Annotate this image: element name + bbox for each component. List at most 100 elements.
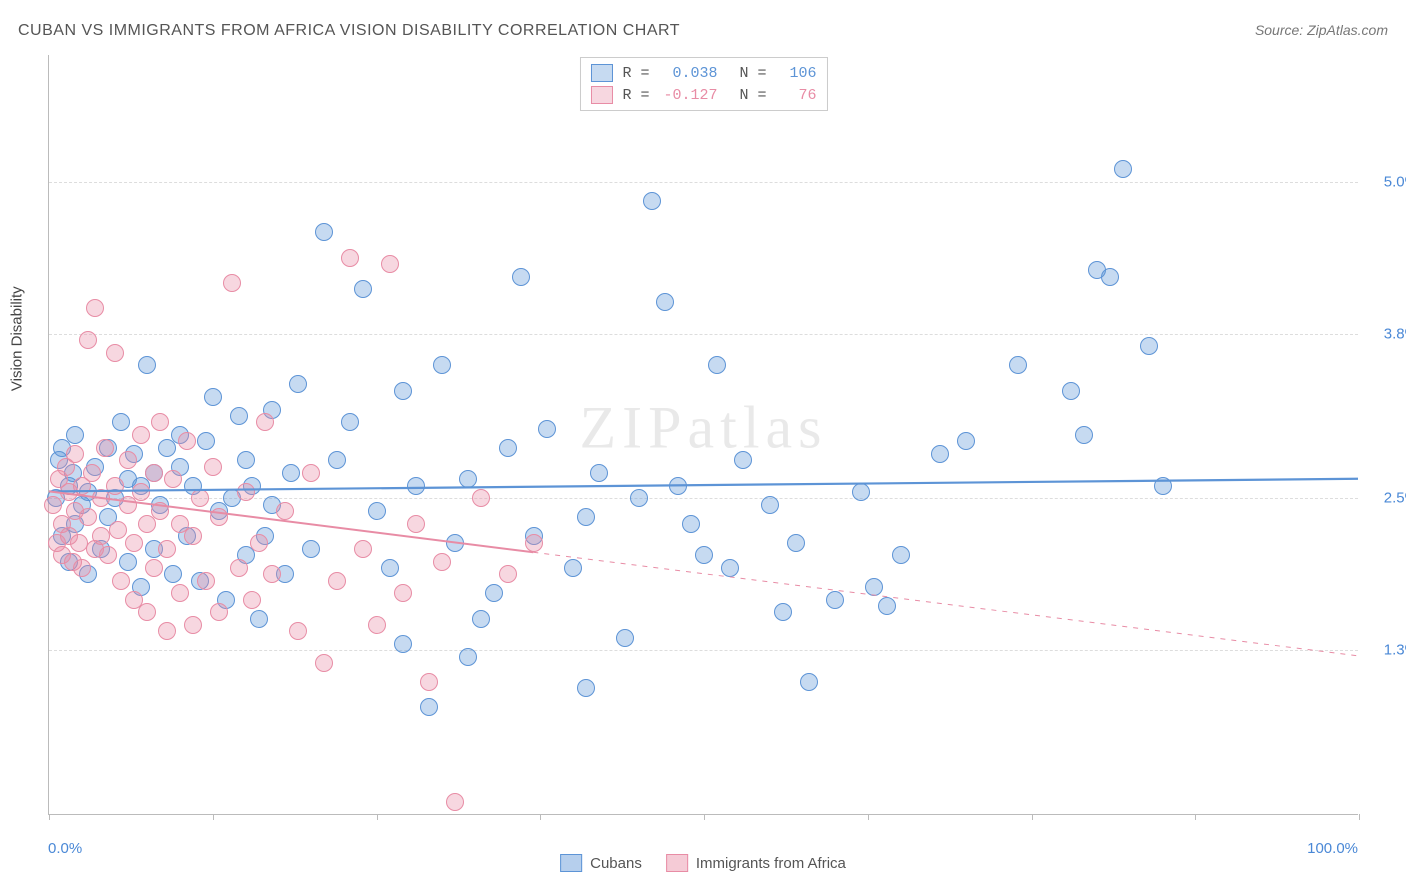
- legend-swatch: [560, 854, 582, 872]
- legend-r-value: -0.127: [660, 87, 718, 104]
- legend-swatch: [666, 854, 688, 872]
- y-tick-label: 5.0%: [1368, 173, 1406, 190]
- data-point: [459, 648, 477, 666]
- gridline: [49, 650, 1358, 651]
- legend-r-label: R =: [622, 65, 649, 82]
- trend-lines: [49, 55, 1358, 814]
- data-point: [590, 464, 608, 482]
- data-point: [230, 559, 248, 577]
- data-point: [354, 540, 372, 558]
- data-point: [433, 553, 451, 571]
- data-point: [73, 559, 91, 577]
- data-point: [66, 426, 84, 444]
- data-point: [708, 356, 726, 374]
- data-point: [420, 698, 438, 716]
- data-point: [433, 356, 451, 374]
- data-point: [151, 413, 169, 431]
- x-tick-mark: [1195, 814, 1196, 820]
- data-point: [1075, 426, 1093, 444]
- data-point: [99, 546, 117, 564]
- legend-n-value: 106: [777, 65, 817, 82]
- data-point: [230, 407, 248, 425]
- data-point: [328, 572, 346, 590]
- data-point: [1114, 160, 1132, 178]
- x-tick-mark: [1359, 814, 1360, 820]
- legend-swatch: [590, 86, 612, 104]
- legend-swatch: [590, 64, 612, 82]
- data-point: [79, 508, 97, 526]
- data-point: [538, 420, 556, 438]
- data-point: [289, 375, 307, 393]
- legend-series-label: Cubans: [590, 855, 642, 872]
- data-point: [282, 464, 300, 482]
- x-tick-mark: [377, 814, 378, 820]
- data-point: [109, 521, 127, 539]
- data-point: [577, 679, 595, 697]
- data-point: [420, 673, 438, 691]
- data-point: [1101, 268, 1119, 286]
- legend-series-label: Immigrants from Africa: [696, 855, 846, 872]
- data-point: [800, 673, 818, 691]
- data-point: [106, 477, 124, 495]
- data-point: [302, 464, 320, 482]
- x-tick-mark: [49, 814, 50, 820]
- x-axis-start-label: 0.0%: [48, 840, 82, 857]
- data-point: [96, 439, 114, 457]
- data-point: [341, 249, 359, 267]
- x-tick-mark: [1032, 814, 1033, 820]
- data-point: [125, 534, 143, 552]
- data-point: [256, 413, 274, 431]
- data-point: [210, 603, 228, 621]
- data-point: [250, 534, 268, 552]
- x-tick-mark: [704, 814, 705, 820]
- data-point: [184, 527, 202, 545]
- data-point: [276, 502, 294, 520]
- y-tick-label: 2.5%: [1368, 490, 1406, 507]
- data-point: [263, 565, 281, 583]
- data-point: [197, 572, 215, 590]
- data-point: [472, 610, 490, 628]
- gridline: [49, 334, 1358, 335]
- legend-n-label: N =: [740, 87, 767, 104]
- y-tick-label: 1.3%: [1368, 642, 1406, 659]
- data-point: [223, 274, 241, 292]
- legend-n-label: N =: [740, 65, 767, 82]
- data-point: [158, 622, 176, 640]
- data-point: [682, 515, 700, 533]
- data-point: [197, 432, 215, 450]
- data-point: [734, 451, 752, 469]
- data-point: [237, 483, 255, 501]
- data-point: [184, 616, 202, 634]
- watermark: ZIPatlas: [580, 393, 828, 462]
- data-point: [787, 534, 805, 552]
- data-point: [761, 496, 779, 514]
- data-point: [119, 553, 137, 571]
- data-point: [302, 540, 320, 558]
- data-point: [459, 470, 477, 488]
- data-point: [695, 546, 713, 564]
- data-point: [774, 603, 792, 621]
- data-point: [446, 534, 464, 552]
- y-tick-label: 3.8%: [1368, 325, 1406, 342]
- legend-correlation-row: R =-0.127N =76: [590, 84, 816, 106]
- data-point: [368, 502, 386, 520]
- chart-title: CUBAN VS IMMIGRANTS FROM AFRICA VISION D…: [18, 22, 680, 40]
- data-point: [112, 413, 130, 431]
- data-point: [210, 508, 228, 526]
- data-point: [243, 591, 261, 609]
- data-point: [341, 413, 359, 431]
- data-point: [381, 255, 399, 273]
- legend-r-label: R =: [622, 87, 649, 104]
- data-point: [656, 293, 674, 311]
- data-point: [878, 597, 896, 615]
- data-point: [368, 616, 386, 634]
- data-point: [499, 565, 517, 583]
- data-point: [1062, 382, 1080, 400]
- data-point: [204, 388, 222, 406]
- data-point: [250, 610, 268, 628]
- data-point: [446, 793, 464, 811]
- data-point: [826, 591, 844, 609]
- legend-series-item: Cubans: [560, 854, 642, 872]
- data-point: [138, 356, 156, 374]
- data-point: [485, 584, 503, 602]
